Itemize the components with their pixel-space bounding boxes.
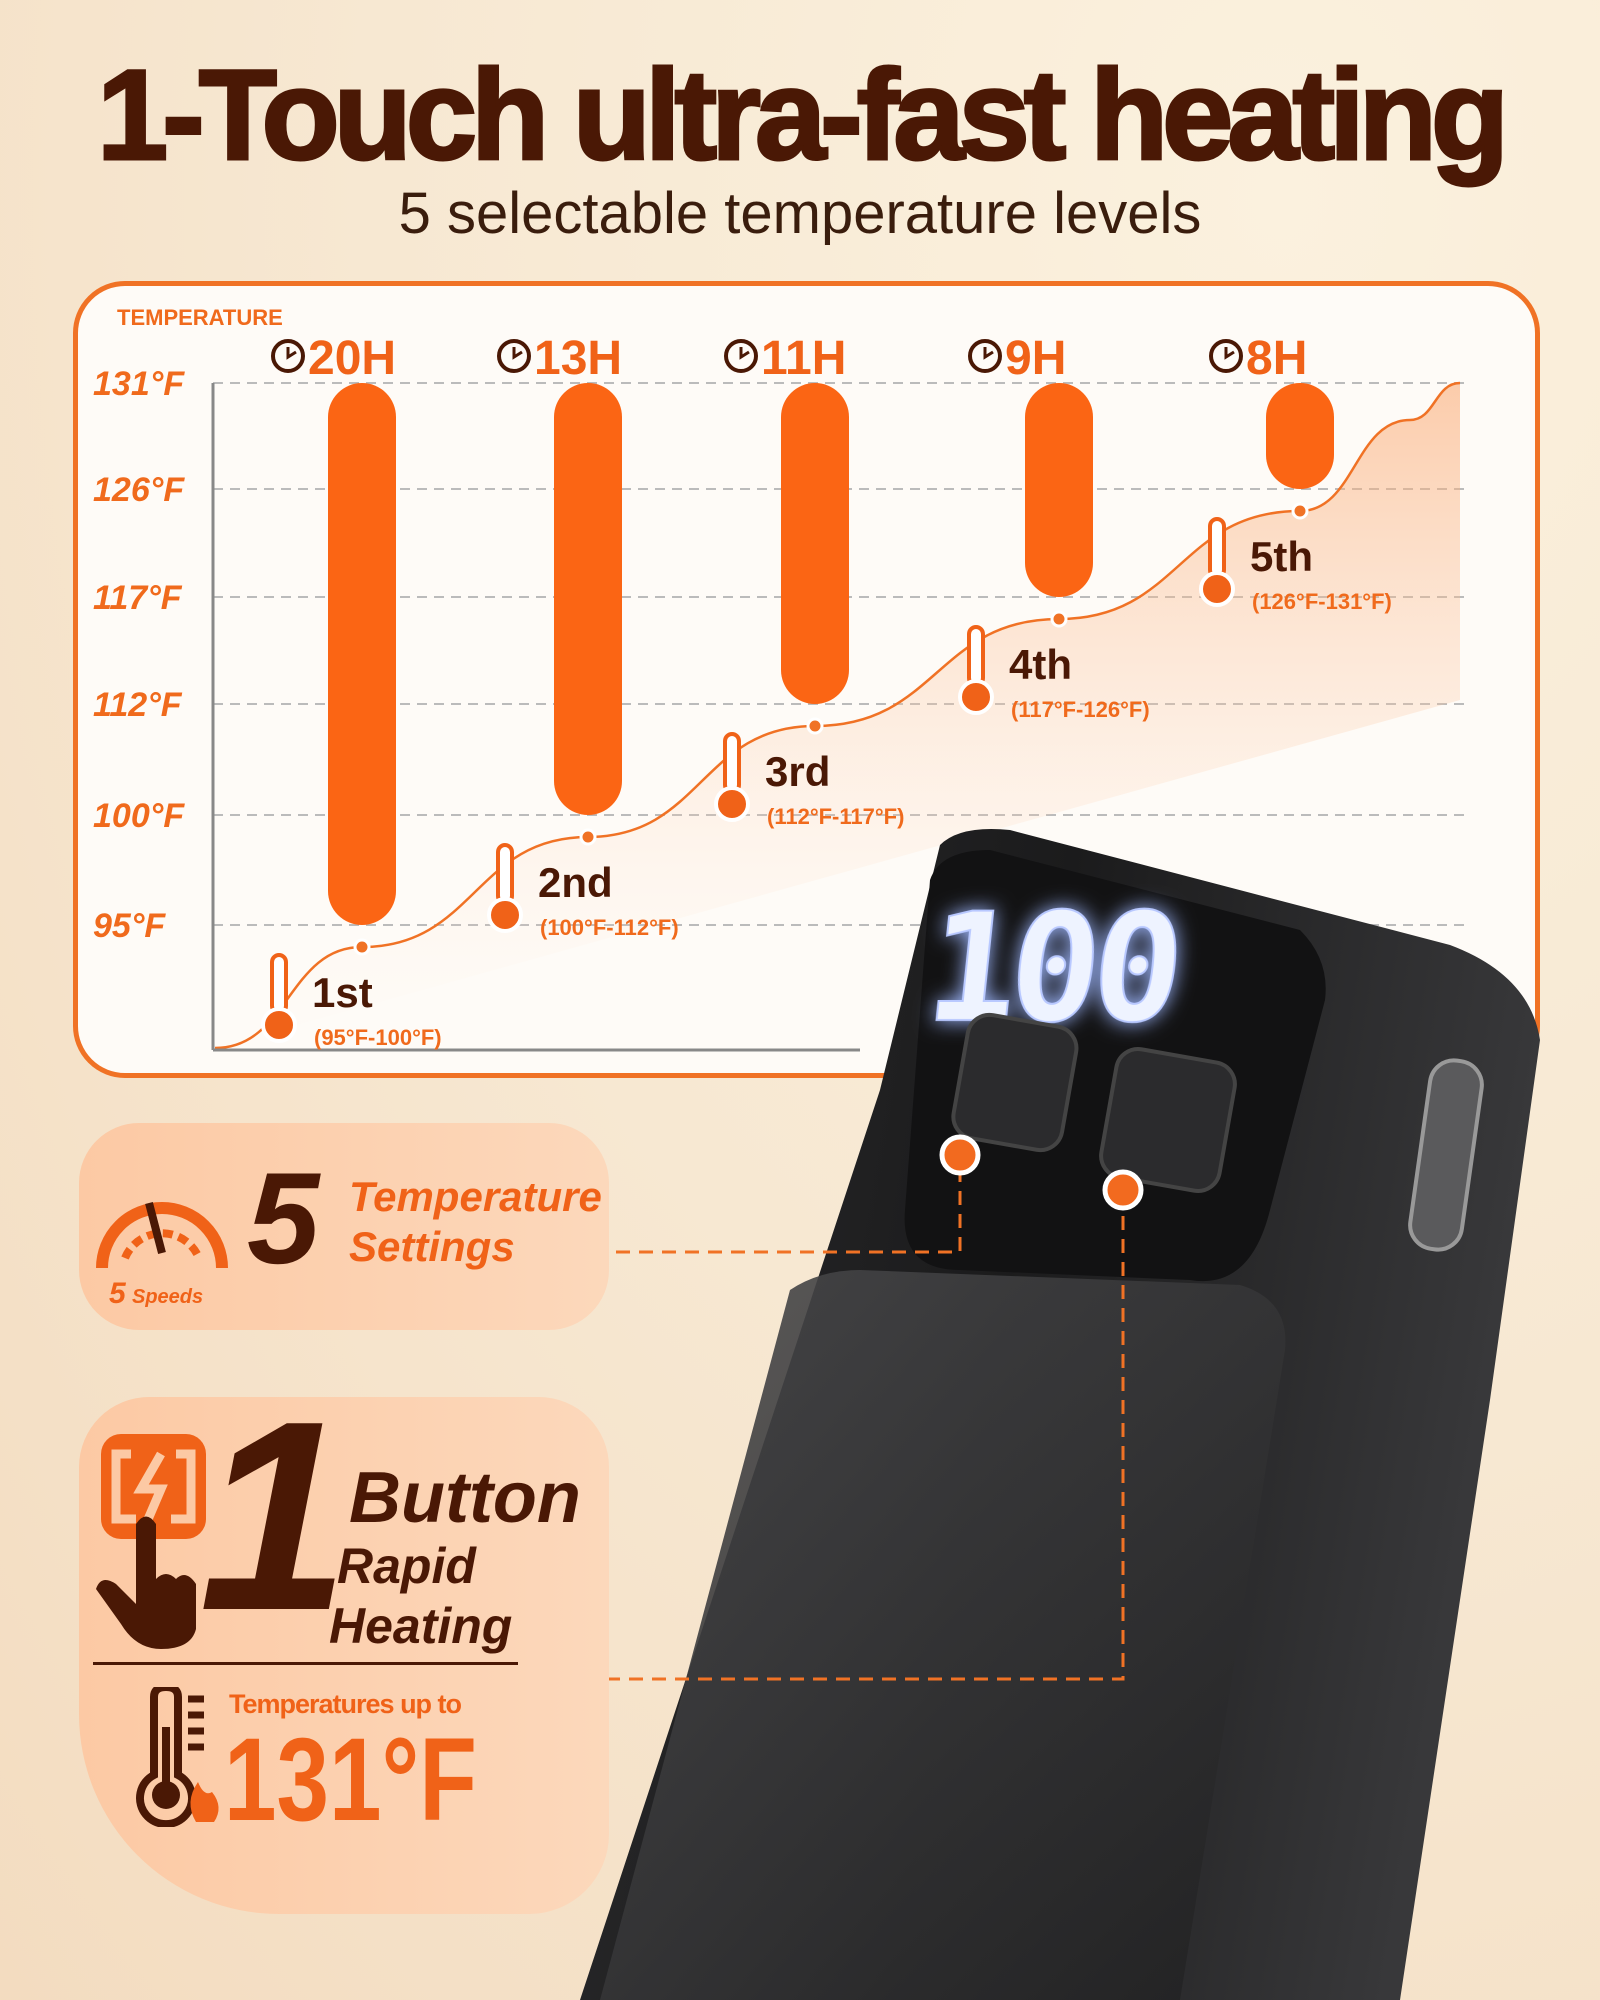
curve-point xyxy=(1050,610,1068,628)
button-number: 1 xyxy=(199,1366,349,1667)
alarm-clock-hands xyxy=(1224,347,1235,360)
alarm-clock-icon xyxy=(968,339,1002,373)
curve-point xyxy=(579,828,597,846)
curve-point xyxy=(806,717,824,735)
level-range: (112°F-117°F) xyxy=(767,804,904,829)
thermometer-bulb xyxy=(714,786,750,822)
thermometer-flame-icon xyxy=(136,1687,219,1827)
rapid-heat-button[interactable] xyxy=(1098,1046,1239,1195)
speedometer-icon: 5 Speeds xyxy=(96,1201,228,1308)
temperature-bar xyxy=(554,383,622,815)
feature-rapid-heating: 1 Button Rapid Heating Temperatures up t… xyxy=(79,1382,609,1914)
y-tick-label: 100°F xyxy=(93,797,185,835)
thermometer-icon xyxy=(261,953,297,1043)
level-range: (126°F-131°F) xyxy=(1252,589,1392,614)
alarm-clock-hands xyxy=(739,347,750,360)
button-line1: Button xyxy=(349,1458,581,1538)
y-tick-label: 112°F xyxy=(93,686,183,724)
thermometer-bulb xyxy=(958,679,994,715)
temperature-chart: TEMPERATURE 131°F 126°F 117°F 112°F 100°F 95°… xyxy=(93,305,1465,1052)
level-label: 1st xyxy=(312,969,373,1016)
touch-lightning-button-icon xyxy=(96,1434,206,1649)
alarm-clock-icon xyxy=(724,339,758,373)
feature-temperature-settings: 5 Speeds 5 Temperature Settings xyxy=(79,1123,609,1330)
alarm-clock-face xyxy=(968,339,1002,373)
alarm-clock-hands xyxy=(286,347,297,360)
page-title: 1-Touch ultra-fast heating xyxy=(95,43,1510,189)
max-temp-value: 131°F xyxy=(224,1714,477,1846)
alarm-clock-hands xyxy=(983,347,994,360)
y-tick-label: 95°F xyxy=(93,907,166,945)
temperature-bar xyxy=(1025,383,1093,597)
thermometer-icon xyxy=(487,843,523,933)
y-tick-label: 131°F xyxy=(93,365,185,403)
thermometer-bulb xyxy=(1199,571,1235,607)
alarm-clock-face xyxy=(724,339,758,373)
level-range: (100°F-112°F) xyxy=(540,915,679,940)
settings-line1: Temperature xyxy=(349,1173,602,1220)
level-label: 2nd xyxy=(538,859,613,906)
svg-text:5: 5 xyxy=(109,1277,127,1308)
alarm-clock-icon xyxy=(1209,339,1243,373)
alarm-clock-face xyxy=(1209,339,1243,373)
curve-glow xyxy=(215,383,1460,1048)
level-label: 3rd xyxy=(765,748,830,795)
duration-label: 11H xyxy=(761,332,846,385)
level-label: 5th xyxy=(1250,533,1313,580)
duration-label: 9H xyxy=(1005,332,1066,385)
y-tick-label: 117°F xyxy=(93,579,183,617)
alarm-clock-hands xyxy=(512,347,523,360)
temperature-bar xyxy=(781,383,849,704)
temperature-curve xyxy=(214,381,1461,1050)
rapid-button-marker xyxy=(1102,1169,1144,1211)
alarm-clock-face xyxy=(271,339,305,373)
thermometer-icon xyxy=(958,625,994,715)
button-line2: Rapid xyxy=(337,1538,476,1594)
svg-text:Speeds: Speeds xyxy=(132,1286,203,1308)
duration-label: 8H xyxy=(1246,332,1307,385)
thermometer-bulb xyxy=(261,1007,297,1043)
y-tick-label: 126°F xyxy=(93,471,185,509)
level-range: (95°F-100°F) xyxy=(314,1025,442,1050)
usb-c-port xyxy=(1408,1058,1484,1252)
alarm-clock-icon xyxy=(271,339,305,373)
alarm-clock-icon xyxy=(497,339,531,373)
thermometer-icon xyxy=(1199,517,1235,607)
mode-button[interactable] xyxy=(950,1011,1080,1153)
thermometer-bulb xyxy=(487,897,523,933)
connector-rapid xyxy=(583,1190,1125,1681)
temp-caption: Temperatures up to xyxy=(229,1689,462,1719)
level-label: 4th xyxy=(1009,641,1072,688)
divider xyxy=(93,1662,518,1665)
mode-button-marker xyxy=(939,1134,981,1176)
curve-point xyxy=(353,938,371,956)
duration-label: 13H xyxy=(534,332,622,385)
thermometer-icon xyxy=(714,732,750,822)
curve-point xyxy=(1291,502,1309,520)
settings-line2: Settings xyxy=(349,1223,515,1270)
alarm-clock-face xyxy=(497,339,531,373)
temperature-bar xyxy=(328,383,396,925)
button-line3: Heating xyxy=(329,1598,513,1654)
level-range: (117°F-126°F) xyxy=(1011,697,1150,722)
y-axis-title: TEMPERATURE xyxy=(117,305,283,330)
temperature-bar xyxy=(1266,383,1334,489)
device-front-panel xyxy=(600,1270,1286,2000)
settings-number: 5 xyxy=(247,1145,320,1291)
duration-label: 20H xyxy=(308,332,396,385)
page-subtitle: 5 selectable temperature levels xyxy=(398,181,1202,246)
